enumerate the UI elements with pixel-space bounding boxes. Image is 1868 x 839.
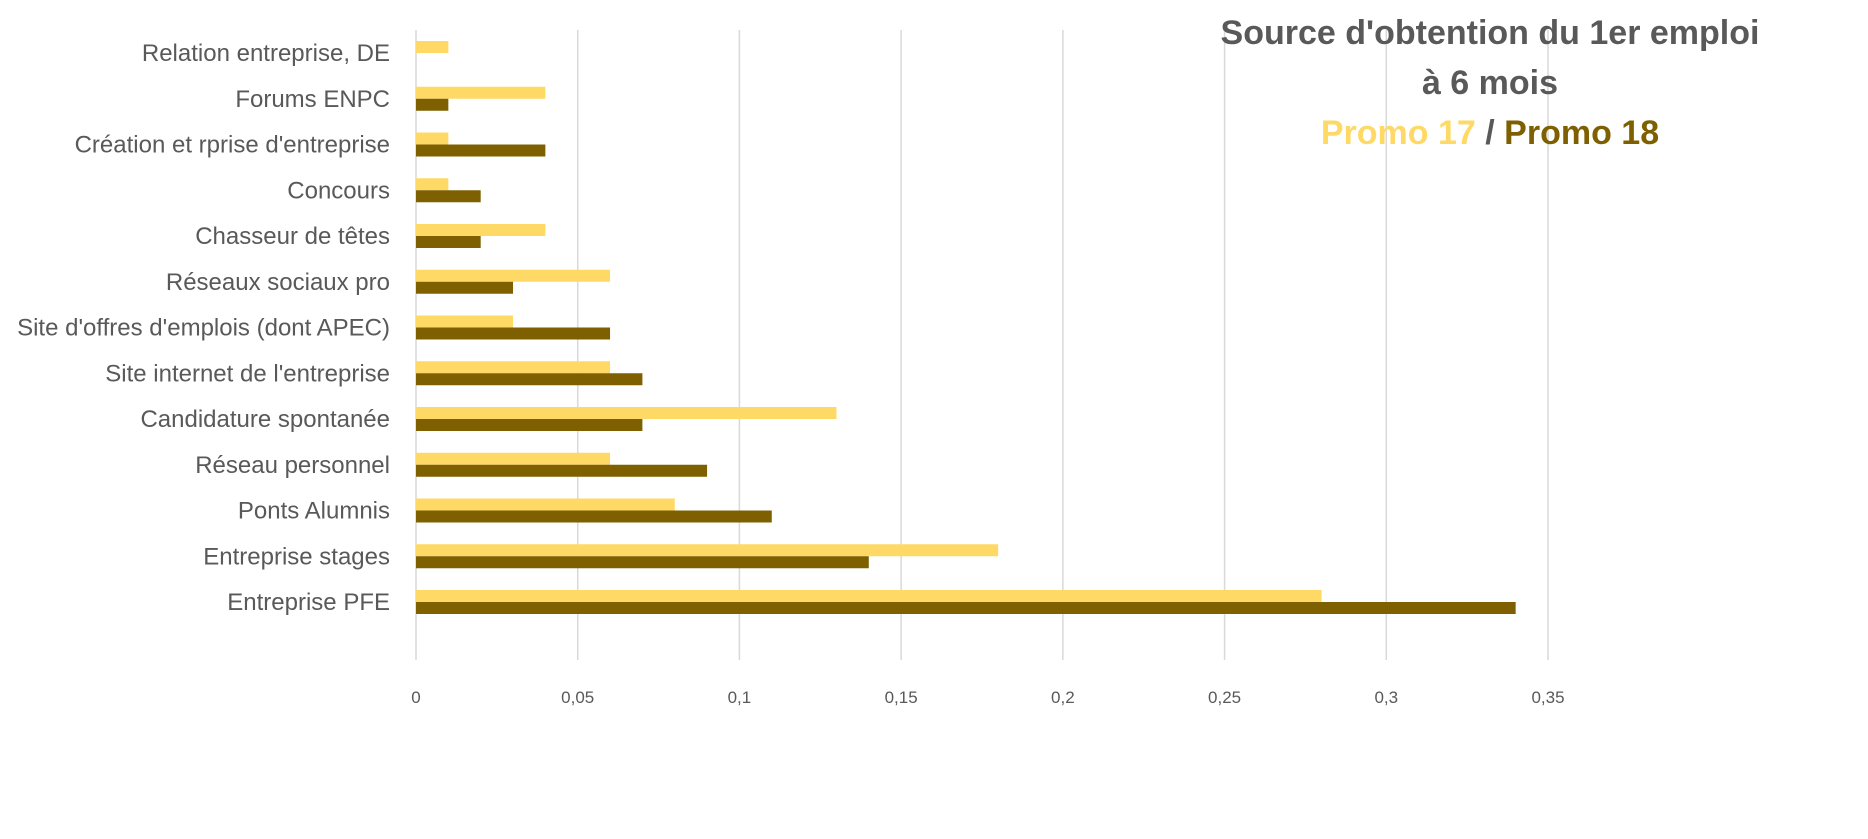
bar-promo18 [416, 281, 514, 294]
category-label: Entreprise stages [203, 543, 390, 570]
bar-promo18 [416, 327, 611, 340]
bar-promo17 [416, 452, 611, 465]
bar-promo18 [416, 510, 772, 523]
category-label: Site d'offres d'emplois (dont APEC) [17, 315, 390, 342]
category-label: Entreprise PFE [227, 589, 390, 616]
bar-promo17 [416, 544, 999, 557]
category-label: Concours [287, 177, 390, 204]
bar-promo17 [416, 86, 546, 99]
bar-promo18 [416, 464, 708, 477]
x-tick-label: 0,35 [1531, 688, 1564, 707]
legend-separator: / [1485, 114, 1495, 152]
category-labels: Relation entreprise, DE Forums ENPC Créati… [17, 40, 390, 616]
legend-promo17: Promo 17 [1320, 114, 1476, 152]
legend-promo18: Promo 18 [1504, 114, 1660, 152]
bar-promo18 [416, 236, 481, 248]
bar-promo17 [416, 132, 449, 145]
bar-promo18 [416, 602, 1516, 614]
category-label: Relation entreprise, DE [142, 40, 390, 67]
chart-title-line1: Source d'obtention du 1er emploi [1220, 14, 1760, 52]
bar-promo17 [416, 315, 514, 328]
bar-promo17 [416, 41, 449, 53]
category-label: Chasseur de têtes [195, 223, 390, 250]
x-tick-label: 0,1 [728, 688, 752, 707]
x-tick-label: 0,2 [1051, 688, 1075, 707]
x-tick-label: 0,3 [1374, 688, 1398, 707]
bars [416, 41, 1516, 614]
category-label: Forums ENPC [235, 86, 390, 113]
bar-promo18 [416, 144, 546, 157]
bar-promo17 [416, 590, 1322, 602]
bar-promo18 [416, 98, 449, 111]
category-label: Réseaux sociaux pro [166, 269, 390, 296]
bar-promo18 [416, 190, 481, 203]
bar-promo17 [416, 361, 611, 374]
x-tick-label: 0,25 [1208, 688, 1241, 707]
bar-promo17 [416, 224, 546, 236]
bar-promo17 [416, 498, 675, 511]
x-tick-label: 0,15 [885, 688, 918, 707]
gridlines [415, 30, 1549, 660]
x-tick-label: 0 [411, 688, 420, 707]
bar-promo18 [416, 419, 643, 431]
bar-promo18 [416, 373, 643, 386]
category-label: Candidature spontanée [140, 406, 390, 433]
bar-promo18 [416, 556, 869, 569]
bar-promo17 [416, 269, 611, 282]
x-tick-label: 0,05 [561, 688, 594, 707]
category-label: Création et rprise d'entreprise [75, 132, 390, 159]
bar-promo17 [416, 407, 837, 419]
x-tick-labels: 0 0,05 0,1 0,15 0,2 0,25 0,3 0,35 [411, 688, 1564, 707]
bar-promo17 [416, 178, 449, 191]
category-label: Ponts Alumnis [238, 498, 390, 525]
chart-title: Source d'obtention du 1er emploi à 6 moi… [1120, 8, 1860, 158]
category-label: Site internet de l'entreprise [105, 360, 390, 387]
chart-legend: Promo 17 / Promo 18 [1120, 108, 1860, 158]
chart-title-line2: à 6 mois [1421, 64, 1559, 102]
category-label: Réseau personnel [195, 452, 390, 479]
